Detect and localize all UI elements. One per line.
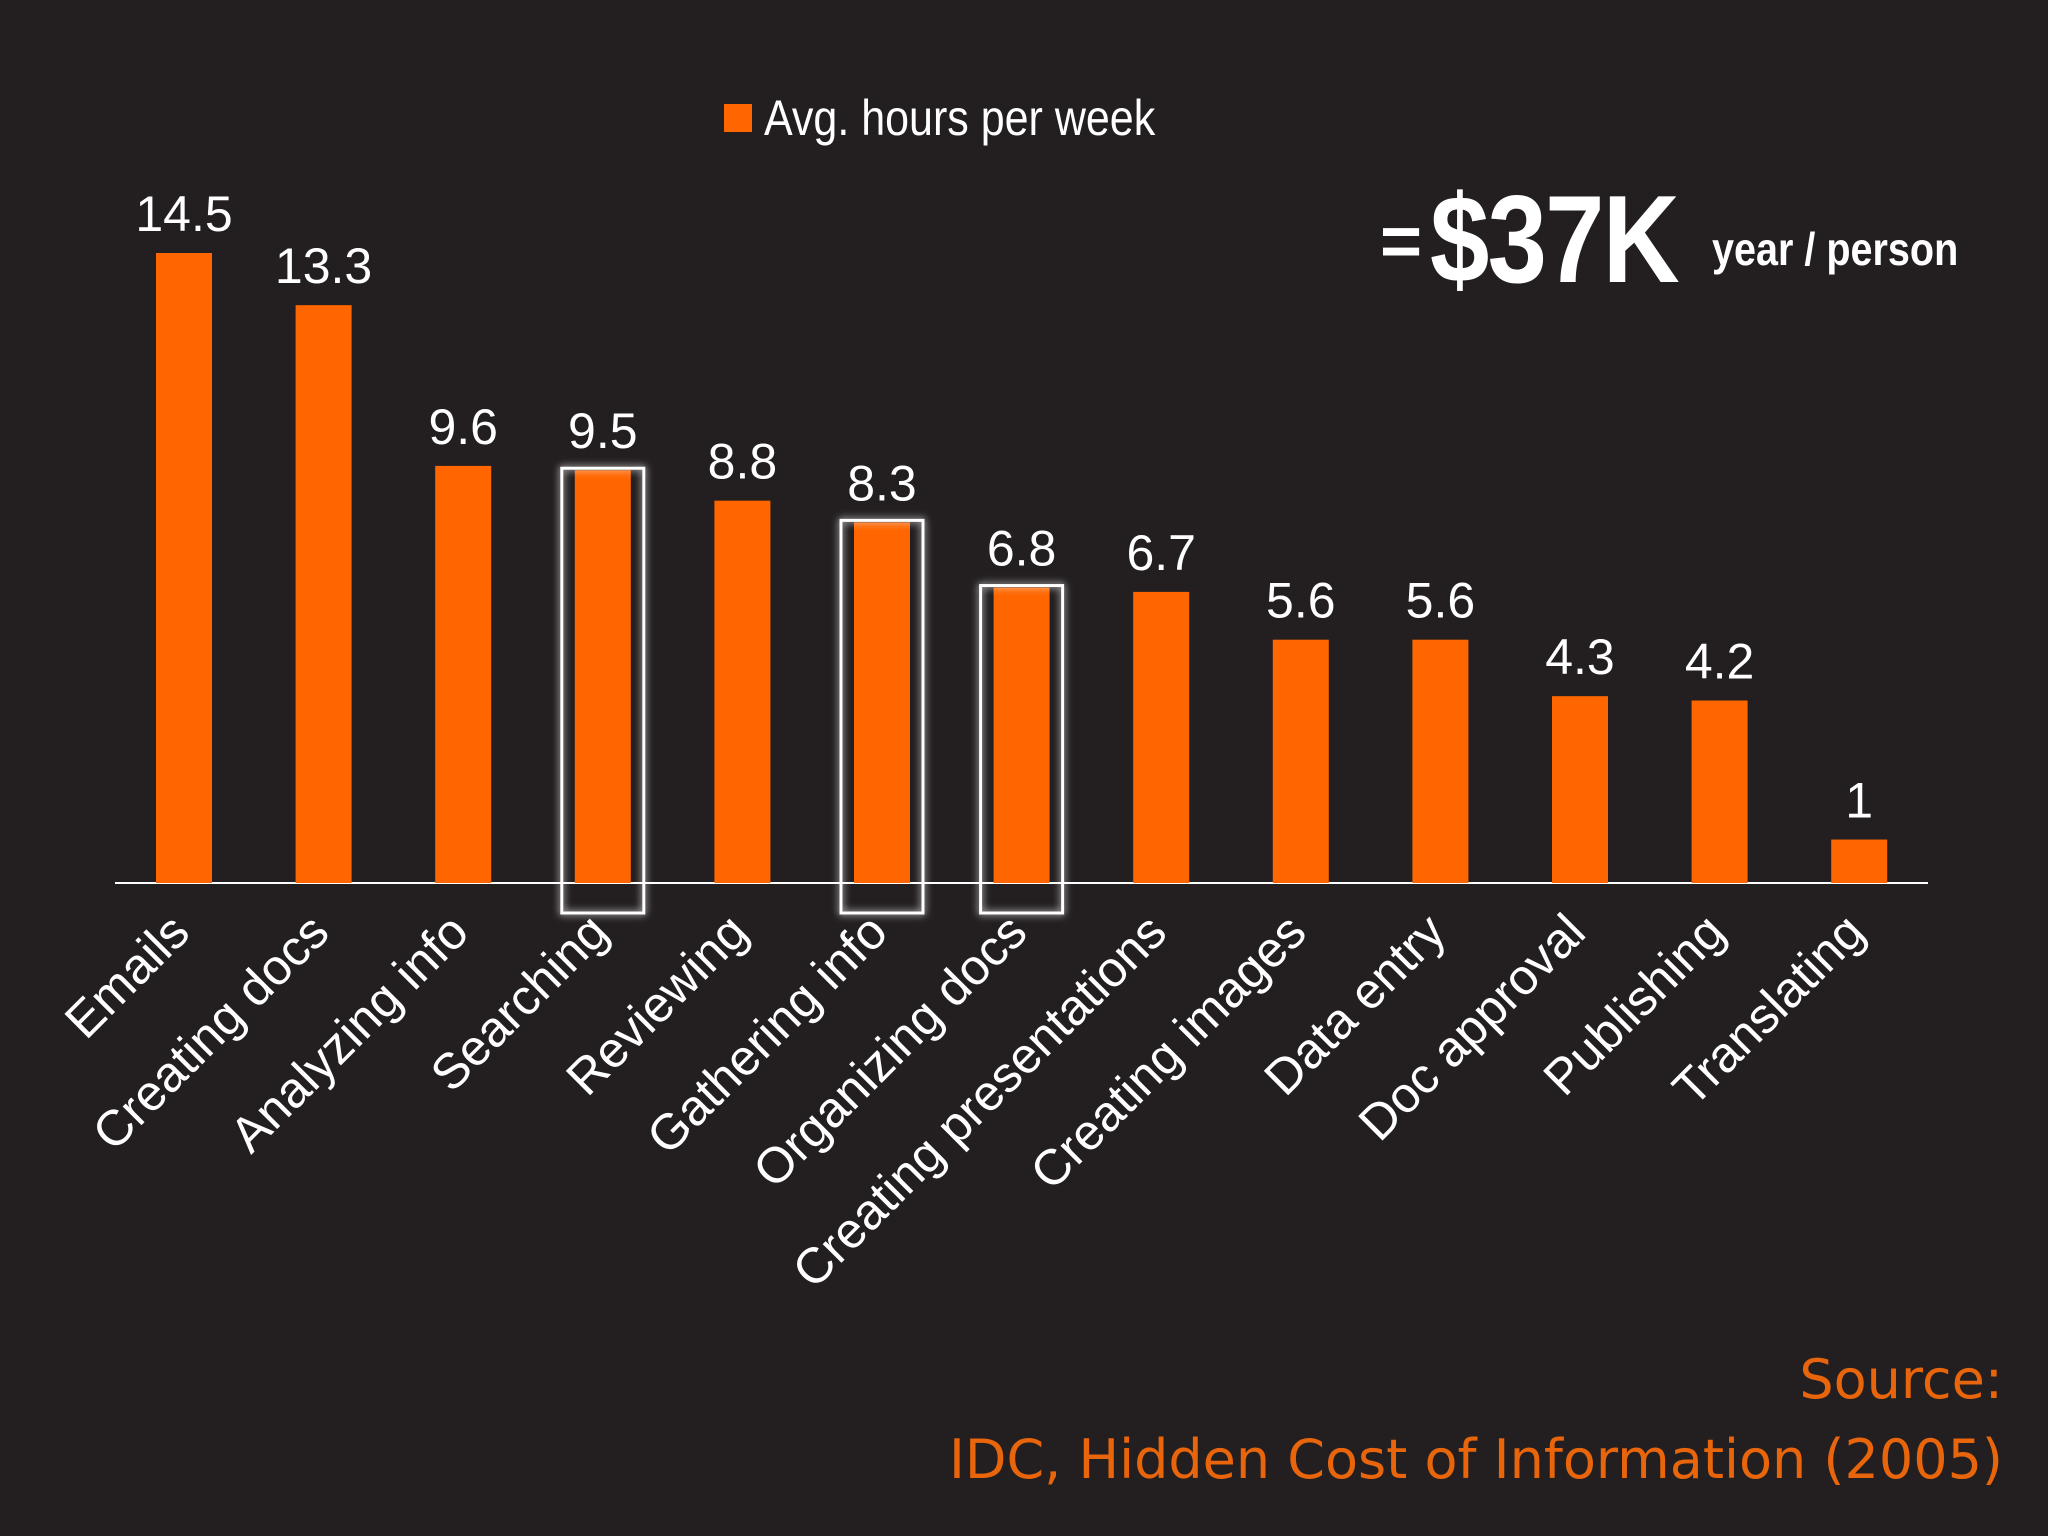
callout-amount: $37K [1430, 171, 1680, 309]
bar-gathering-info [854, 522, 910, 883]
highlight-box-searching [560, 466, 646, 915]
bar-creating-presentations [1133, 591, 1190, 883]
highlight-box-gathering-info [839, 518, 925, 915]
cost-callout: = $37K year / person [1380, 160, 1998, 309]
value-label-creating-docs: 13.3 [275, 238, 372, 294]
highlight-box-organizing-docs [979, 584, 1065, 915]
value-label-translating: 1 [1845, 773, 1873, 829]
value-label-gathering-info: 8.3 [847, 455, 917, 511]
value-label-analyzing-info: 9.6 [428, 399, 498, 455]
category-label-analyzing-info: Analyzing info [219, 903, 479, 1163]
value-label-creating-images: 5.6 [1266, 573, 1336, 629]
bar-doc-approval [1552, 696, 1608, 883]
value-label-organizing-docs: 6.8 [987, 521, 1057, 577]
value-label-creating-presentations: 6.7 [1126, 525, 1196, 581]
value-label-publishing: 4.2 [1685, 634, 1755, 690]
bar-creating-docs [295, 305, 352, 883]
bar-organizing-docs [993, 587, 1050, 883]
legend: Avg. hours per week [724, 90, 1219, 146]
value-label-doc-approval: 4.3 [1545, 629, 1615, 685]
legend-swatch [724, 104, 752, 132]
source-note: Source: IDC, Hidden Cost of Information … [949, 1340, 2003, 1500]
value-label-data-entry: 5.6 [1406, 573, 1476, 629]
bar-searching [574, 470, 631, 883]
value-label-searching: 9.5 [568, 403, 638, 459]
bar-creating-images [1272, 639, 1329, 883]
source-label: Source: [1799, 1348, 2003, 1411]
category-label-gathering-info: Gathering info [636, 903, 898, 1165]
value-label-reviewing: 8.8 [708, 434, 778, 490]
legend-label: Avg. hours per week [764, 90, 1156, 146]
bar-translating [1831, 839, 1888, 883]
source-citation: IDC, Hidden Cost of Information (2005) [948, 1428, 2003, 1491]
callout-unit: year / person [1712, 223, 1959, 275]
callout-equals: = [1380, 202, 1423, 282]
bar-data-entry [1412, 639, 1469, 883]
bar-analyzing-info [435, 465, 492, 883]
bar-emails [156, 253, 212, 883]
bar-publishing [1691, 700, 1748, 883]
bar-reviewing [714, 500, 771, 883]
value-label-emails: 14.5 [135, 186, 232, 242]
